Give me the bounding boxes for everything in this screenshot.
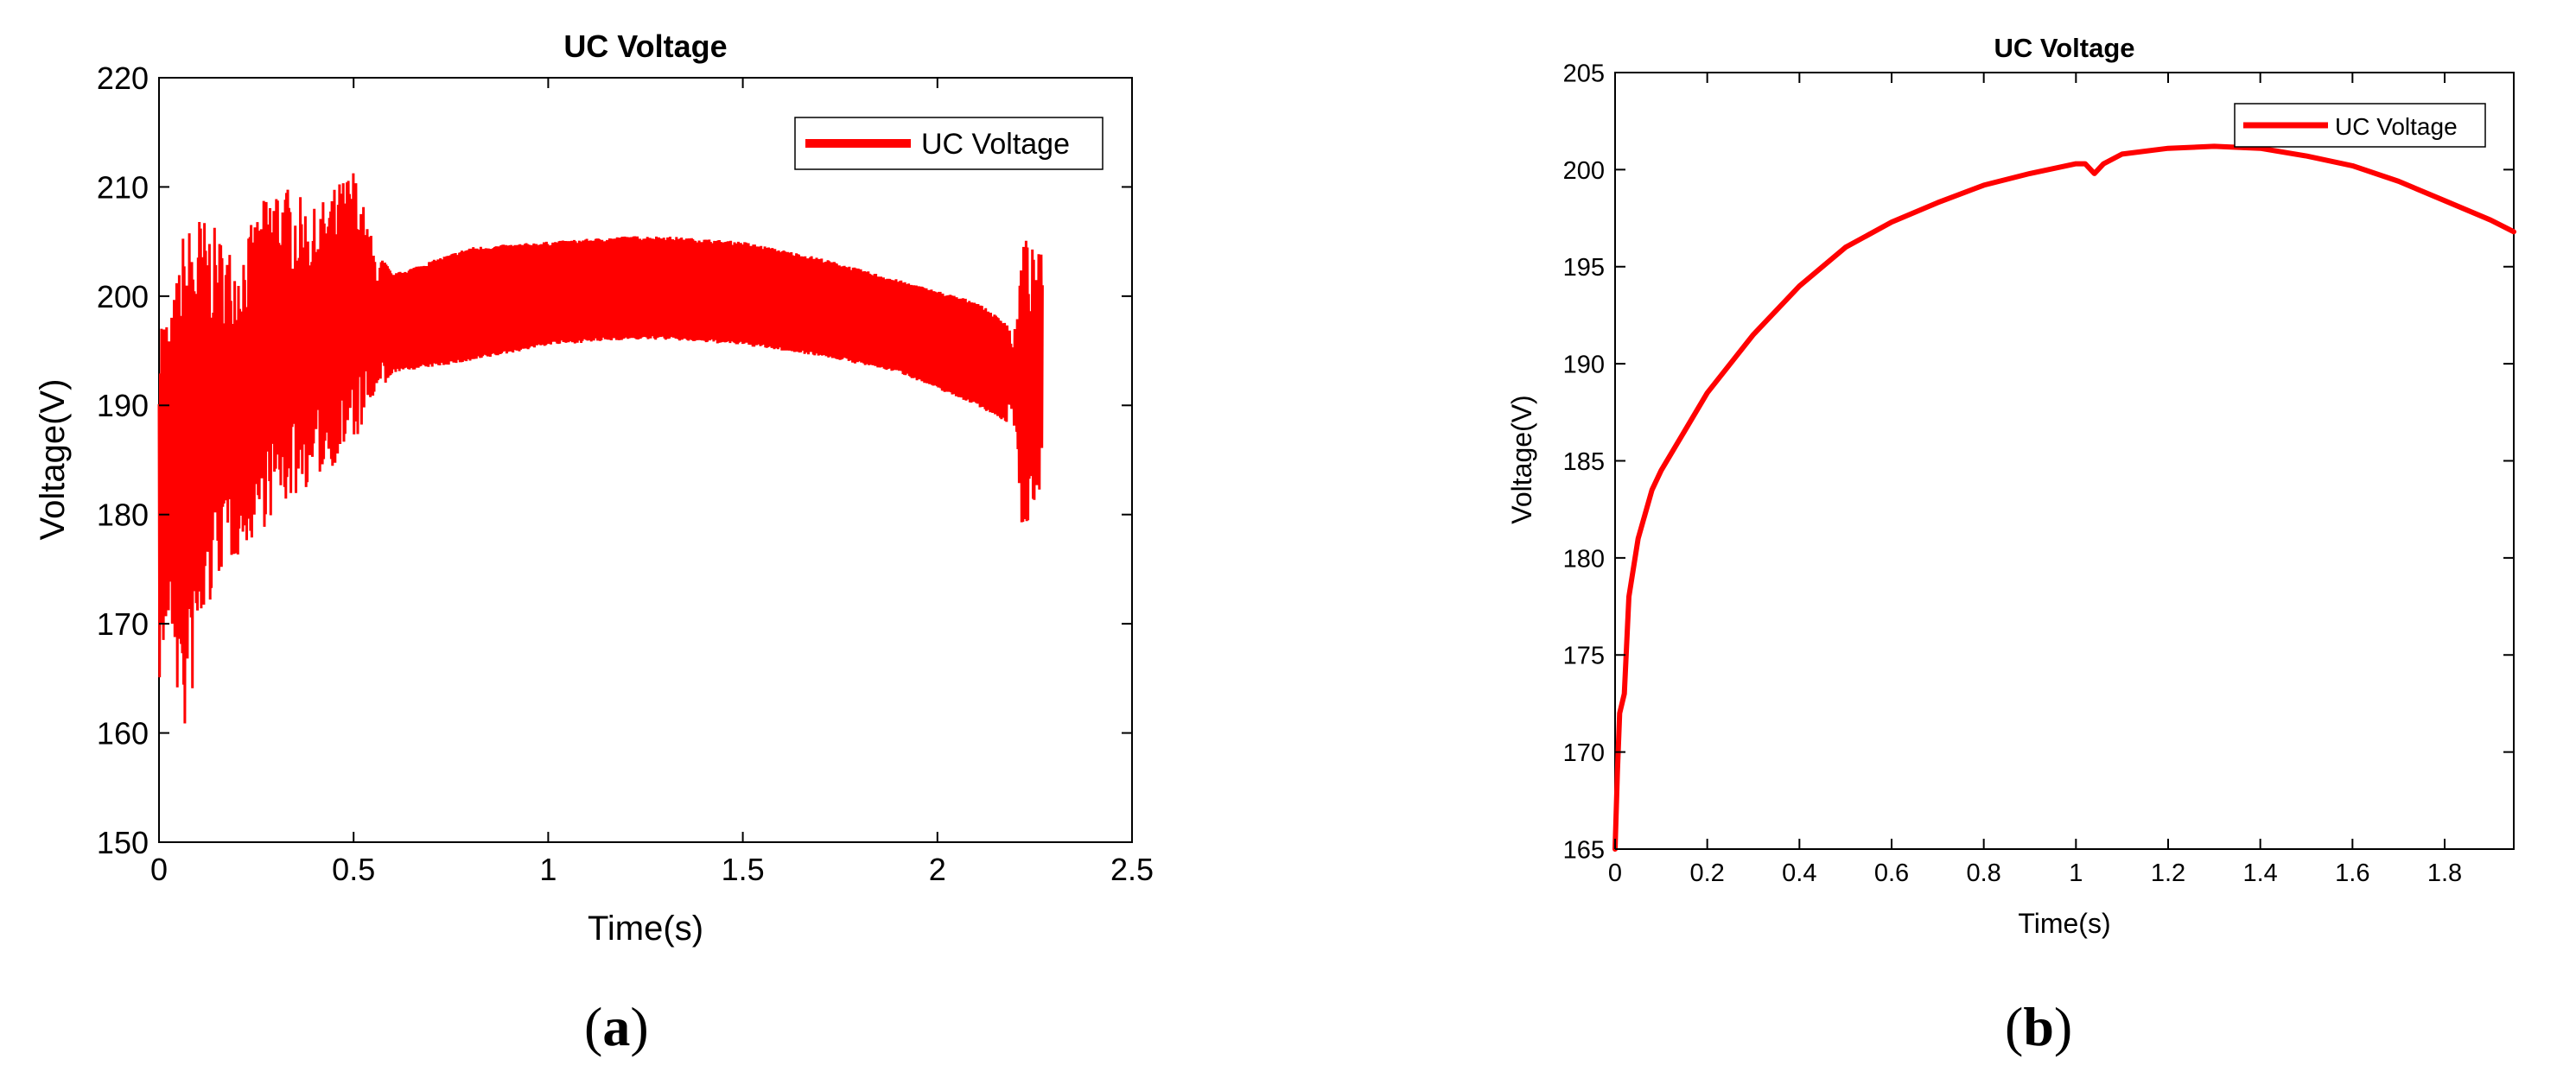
chart-b-y-axis-label: Voltage(V) [1506, 395, 1537, 523]
chart-b-legend: UC Voltage [2234, 103, 2486, 148]
chart-b-legend-label: UC Voltage [2335, 113, 2458, 140]
chart-a-y-tick-label: 170 [97, 606, 149, 642]
chart-a-y-tick-label: 190 [97, 388, 149, 423]
chart-a-y-tick-label: 180 [97, 498, 149, 533]
chart-a-y-tick-label: 220 [97, 60, 149, 96]
chart-b-plot-area [1614, 72, 2515, 850]
chart-a-x-tick-label: 0 [150, 852, 168, 887]
chart-b-x-tick-label: 1.4 [2243, 859, 2278, 887]
chart-a-x-tick-label: 2 [929, 852, 946, 887]
chart-a-legend: UC Voltage [794, 117, 1104, 170]
chart-b-y-tick-label: 205 [1563, 60, 1605, 87]
chart-b-x-tick-label: 1 [2069, 859, 2083, 887]
chart-b-y-tick-label: 190 [1563, 352, 1605, 379]
chart-b-y-tick-label: 180 [1563, 545, 1605, 573]
chart-a-legend-label: UC Voltage [921, 128, 1070, 161]
panel-a-letter: a [602, 996, 631, 1057]
chart-a-data-layer [157, 173, 1044, 724]
chart-b-y-tick-label: 165 [1563, 836, 1605, 864]
chart-a-x-tick-label: 0.5 [332, 852, 375, 887]
chart-b-x-tick-label: 0.4 [1782, 859, 1816, 887]
chart-b-y-tick-label: 195 [1563, 254, 1605, 282]
chart-b-y-tick-label: 175 [1563, 643, 1605, 670]
chart-a-x-tick-label: 1 [539, 852, 557, 887]
panel-b-letter: b [2023, 996, 2054, 1057]
chart-a: 0 0.5 1 1.5 2 2.5 150 160 170 180 190 200 210 220 UC … [34, 29, 1154, 948]
chart-a-y-tick-label: 150 [97, 825, 149, 860]
chart-a-x-axis-label: Time(s) [588, 910, 703, 948]
chart-a-x-tick-label: 2.5 [1110, 852, 1154, 887]
chart-b-x-tick-label: 1.6 [2335, 859, 2369, 887]
chart-b-y-tick-label: 170 [1563, 739, 1605, 767]
chart-a-y-tick-label: 210 [97, 169, 149, 205]
chart-a-y-tick-label: 160 [97, 716, 149, 751]
chart-a-y-tick-label: 200 [97, 279, 149, 314]
chart-b-ticks: 0 0.2 0.4 0.6 0.8 1 1.2 1.4 1.6 1.8 165 170 175 180 18… [1563, 60, 2514, 887]
chart-a-series-line [157, 173, 1044, 724]
chart-b-x-tick-label: 0.6 [1874, 859, 1909, 887]
chart-b-series-line [1612, 143, 2516, 852]
chart-b-x-tick-label: 0 [1608, 859, 1622, 887]
chart-a-y-axis-label: Voltage(V) [34, 379, 72, 541]
chart-b: 0 0.2 0.4 0.6 0.8 1 1.2 1.4 1.6 1.8 165 170 175 180 18… [1506, 33, 2516, 939]
chart-b-title: UC Voltage [1994, 33, 2134, 63]
chart-b-x-axis-label: Time(s) [2018, 908, 2110, 939]
panel-a-label: (a) [584, 996, 649, 1057]
chart-a-ticks: 0 0.5 1 1.5 2 2.5 150 160 170 180 190 200 210 220 [97, 60, 1154, 887]
chart-b-data-layer [1612, 143, 2516, 852]
chart-a-title: UC Voltage [563, 29, 727, 64]
chart-b-x-tick-label: 0.8 [1967, 859, 2001, 887]
chart-b-x-tick-label: 1.8 [2427, 859, 2462, 887]
chart-b-y-tick-label: 200 [1563, 157, 1605, 185]
chart-b-y-tick-label: 185 [1563, 448, 1605, 476]
chart-b-x-tick-label: 0.2 [1690, 859, 1725, 887]
panel-b-label: (b) [2005, 996, 2073, 1057]
chart-b-x-tick-label: 1.2 [2151, 859, 2185, 887]
chart-a-x-tick-label: 1.5 [722, 852, 765, 887]
